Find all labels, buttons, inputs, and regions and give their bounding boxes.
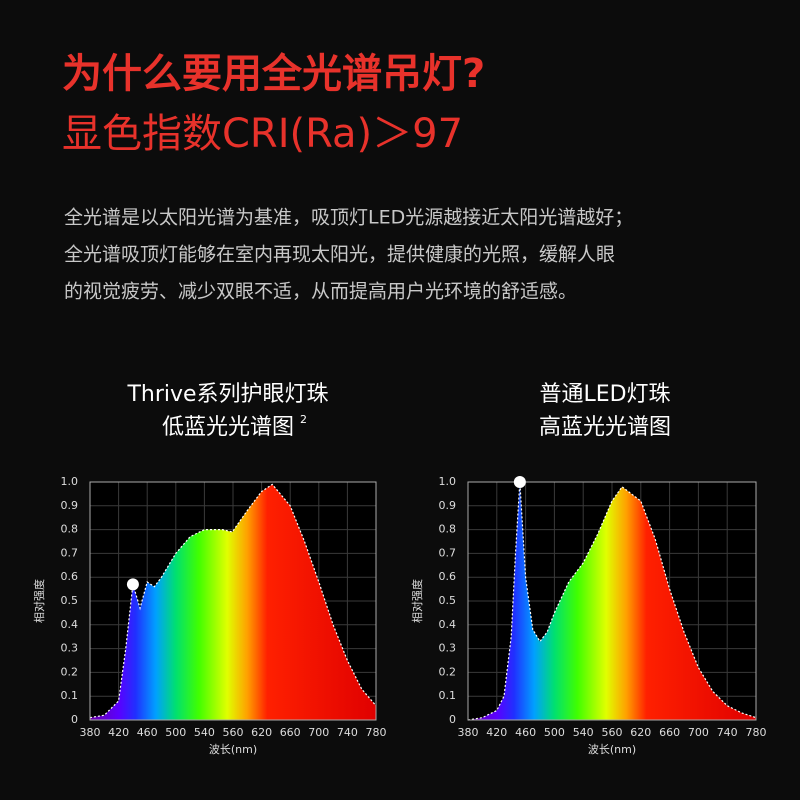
- x-tick-label: 460: [515, 726, 536, 739]
- y-tick-label: 0: [71, 713, 78, 726]
- chart-title: 高蓝光光谱图: [539, 415, 671, 440]
- x-axis-label: 波长(nm): [588, 743, 636, 756]
- y-tick-label: 0.7: [61, 546, 79, 559]
- x-tick-label: 540: [194, 726, 215, 739]
- chart-title: 普通LED灯珠: [539, 382, 670, 407]
- y-tick-label: 0.3: [61, 642, 79, 655]
- y-axis-label: 相对强度: [32, 579, 46, 623]
- y-tick-label: 0.9: [61, 499, 79, 512]
- x-tick-label: 540: [573, 726, 594, 739]
- plot-frame: [89, 481, 377, 721]
- y-tick-label: 0.3: [439, 642, 457, 655]
- x-tick-label: 560: [602, 726, 623, 739]
- x-tick-label: 620: [251, 726, 272, 739]
- x-tick-label: 560: [223, 726, 244, 739]
- y-tick-label: 0.9: [439, 499, 457, 512]
- peak-marker: [513, 476, 526, 488]
- y-axis-label: 相对强度: [410, 579, 424, 623]
- x-tick-label: 460: [137, 726, 158, 739]
- x-tick-label: 780: [746, 726, 767, 739]
- paragraph-line: 的视觉疲劳、减少双眼不适，从而提高用户光环境的舒适感。: [64, 281, 577, 303]
- y-tick-label: 0.2: [61, 665, 79, 678]
- y-tick-label: 0: [449, 713, 456, 726]
- headline: 为什么要用全光谱吊灯?: [62, 51, 485, 97]
- x-tick-label: 780: [366, 726, 387, 739]
- plot-frame: [467, 481, 757, 721]
- x-tick-label: 420: [486, 726, 507, 739]
- subheadline: 显色指数CRI(Ra)＞97: [62, 111, 463, 157]
- spectrum-line: [467, 481, 757, 721]
- y-tick-label: 0.8: [61, 523, 79, 536]
- y-tick-label: 0.4: [61, 618, 79, 631]
- y-tick-label: 0.5: [61, 594, 79, 607]
- x-tick-label: 660: [280, 726, 301, 739]
- y-tick-label: 0.7: [439, 546, 457, 559]
- paragraph-line: 全光谱吸顶灯能够在室内再现太阳光，提供健康的光照，缓解人眼: [64, 244, 615, 266]
- y-tick-label: 0.2: [439, 665, 457, 678]
- x-tick-label: 700: [688, 726, 709, 739]
- x-tick-label: 740: [717, 726, 738, 739]
- y-tick-label: 1.0: [61, 475, 79, 488]
- x-tick-label: 380: [458, 726, 479, 739]
- y-tick-label: 0.6: [61, 570, 79, 583]
- y-tick-label: 0.1: [61, 689, 79, 702]
- x-tick-label: 380: [80, 726, 101, 739]
- chart-title: Thrive系列护眼灯珠: [126, 382, 328, 407]
- chart-title: 低蓝光光谱图: [162, 415, 294, 440]
- x-tick-label: 660: [659, 726, 680, 739]
- x-tick-label: 500: [544, 726, 565, 739]
- y-tick-label: 0.1: [439, 689, 457, 702]
- x-tick-label: 740: [337, 726, 358, 739]
- y-tick-label: 1.0: [439, 475, 457, 488]
- y-tick-label: 0.4: [439, 618, 457, 631]
- y-tick-label: 0.8: [439, 523, 457, 536]
- x-tick-label: 500: [165, 726, 186, 739]
- y-tick-label: 0.6: [439, 570, 457, 583]
- x-tick-label: 420: [108, 726, 129, 739]
- paragraph-line: 全光谱是以太阳光谱为基准，吸顶灯LED光源越接近太阳光谱越好；: [64, 207, 633, 229]
- x-tick-label: 700: [308, 726, 329, 739]
- x-tick-label: 620: [630, 726, 651, 739]
- x-axis-label: 波长(nm): [209, 743, 257, 756]
- title-note: 2: [300, 413, 307, 426]
- y-tick-label: 0.5: [439, 594, 457, 607]
- peak-marker: [126, 578, 139, 591]
